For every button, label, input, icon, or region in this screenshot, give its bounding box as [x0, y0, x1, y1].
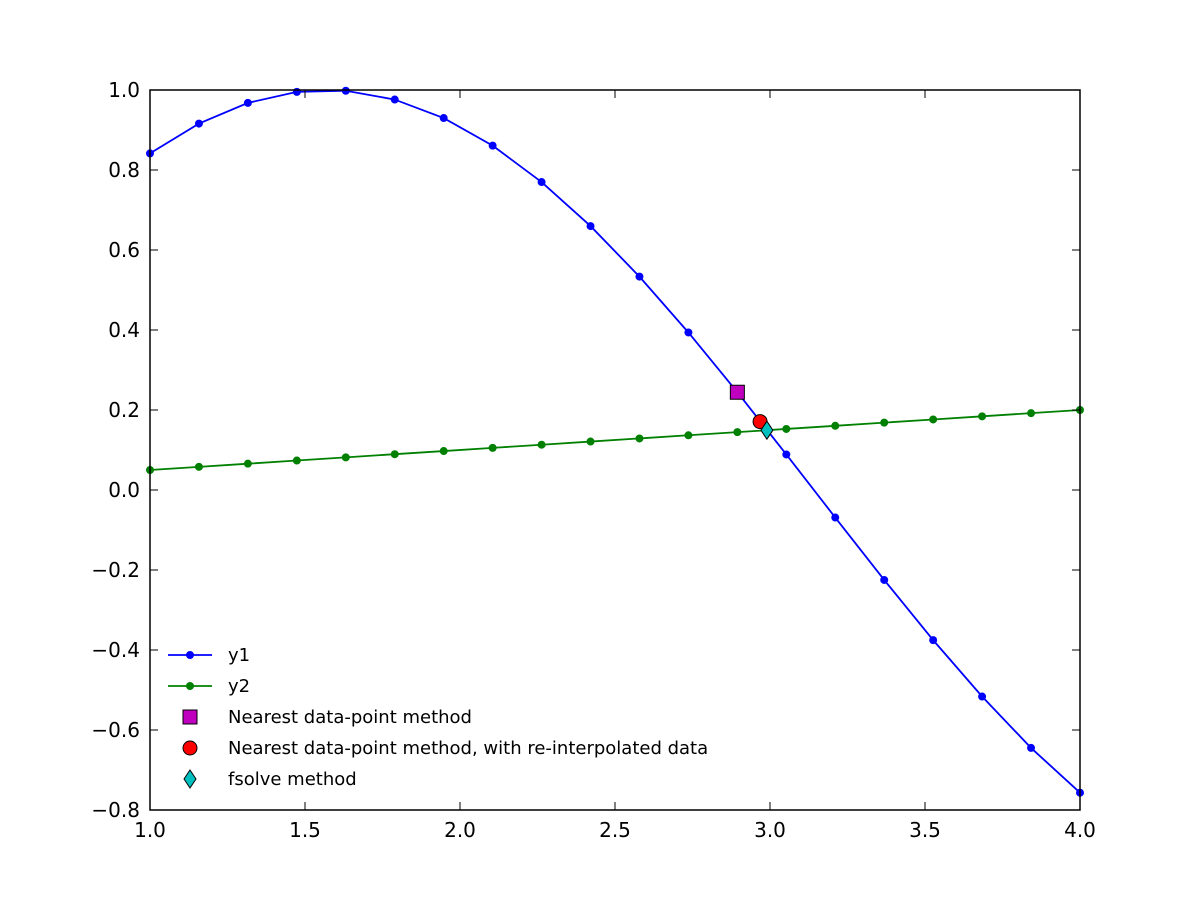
y2-point: [782, 424, 791, 433]
y1-point: [537, 178, 546, 187]
y2-point: [439, 447, 448, 456]
legend-label: y2: [228, 676, 250, 697]
legend-marker: [182, 740, 198, 756]
y1-point: [243, 98, 252, 107]
y-tick-label: −0.6: [91, 718, 140, 742]
y2-point: [978, 412, 987, 421]
y2-point: [586, 437, 595, 446]
y1-point: [978, 692, 987, 701]
x-tick-label: 1.5: [289, 818, 321, 842]
legend-marker: [183, 769, 197, 789]
y2-point: [292, 456, 301, 465]
y2-point: [733, 428, 742, 437]
y1-point: [194, 119, 203, 128]
y2-point: [488, 443, 497, 452]
y2-point: [243, 459, 252, 468]
y2-point: [390, 450, 399, 459]
legend-item: y2: [168, 676, 250, 697]
legend-label: Nearest data-point method, with re-inter…: [228, 738, 708, 759]
legend-label: y1: [228, 645, 250, 666]
legend: y1 y2 Nearest data-point method Nearest dat…: [168, 645, 708, 790]
legend-marker: [186, 682, 194, 690]
y2-point: [929, 415, 938, 424]
y2-point: [831, 421, 840, 430]
y1-point: [488, 141, 497, 150]
y2-point: [880, 418, 889, 427]
y1-point: [390, 95, 399, 104]
legend-item: fsolve method: [183, 769, 357, 790]
y2-point: [194, 462, 203, 471]
plot-frame: [149, 89, 1081, 811]
y1-point: [439, 114, 448, 123]
y1-point: [831, 513, 840, 522]
y-tick-label: 1.0: [108, 78, 140, 102]
legend-label: Nearest data-point method: [228, 707, 472, 728]
y2-point: [635, 434, 644, 443]
legend-item: Nearest data-point method: [182, 707, 472, 728]
x-tick-label: 3.5: [909, 818, 941, 842]
y-tick-label: 0.6: [108, 238, 140, 262]
y1-point: [635, 272, 644, 281]
y1-point: [586, 222, 595, 231]
x-tick-label: 4.0: [1064, 818, 1096, 842]
y2-point: [537, 440, 546, 449]
legend-item: Nearest data-point method, with re-inter…: [182, 738, 708, 759]
special-point-square: [729, 384, 745, 400]
y1-point: [880, 575, 889, 584]
y2-point: [684, 431, 693, 440]
x-tick-label: 2.0: [444, 818, 476, 842]
y-tick-label: 0.8: [108, 158, 140, 182]
legend-label: fsolve method: [228, 769, 357, 790]
y2-line: [149, 409, 1081, 471]
y-tick-label: 0.2: [108, 398, 140, 422]
legend-item: y1: [168, 645, 250, 666]
plot-background: [150, 90, 1080, 810]
y1-point: [782, 450, 791, 459]
y2-point: [341, 453, 350, 462]
y1-point: [1027, 743, 1036, 752]
x-tick-label: 1.0: [134, 818, 166, 842]
y-tick-label: −0.4: [91, 638, 140, 662]
legend-marker: [186, 651, 194, 659]
special-point-diamond: [760, 420, 774, 441]
y-tick-label: −0.8: [91, 798, 140, 822]
y-tick-label: 0.0: [108, 478, 140, 502]
x-tick-label: 2.5: [599, 818, 631, 842]
y1-point: [684, 328, 693, 337]
y-tick-label: 0.4: [108, 318, 140, 342]
y1-point: [341, 86, 350, 95]
y2-point: [1027, 409, 1036, 418]
legend-marker: [182, 709, 198, 725]
y1-point: [929, 636, 938, 645]
x-tick-label: 3.0: [754, 818, 786, 842]
y-tick-label: −0.2: [91, 558, 140, 582]
